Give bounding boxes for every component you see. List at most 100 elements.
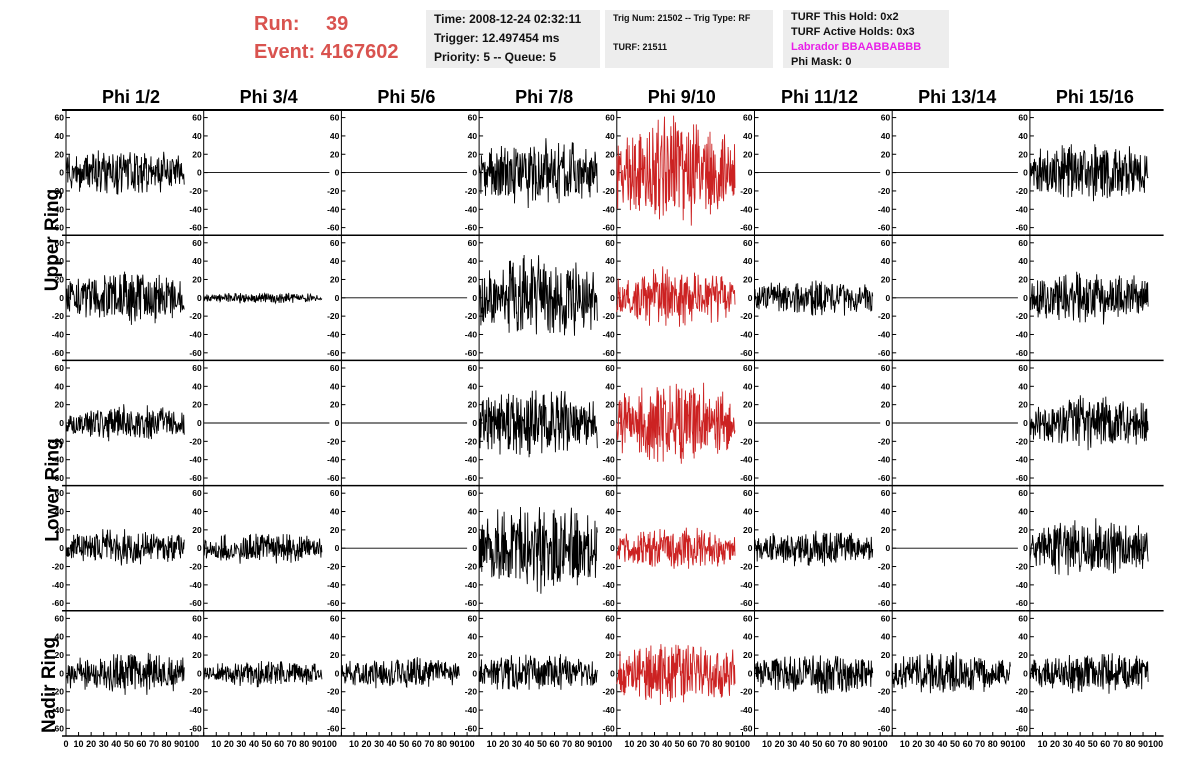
y-tick-label: 60 bbox=[881, 613, 891, 623]
x-tick-label: 50 bbox=[675, 739, 685, 749]
run-event-info: Run: 39 Event: 4167602 bbox=[254, 10, 399, 66]
x-tick-label: 90 bbox=[450, 739, 460, 749]
y-tick-label: 0 bbox=[59, 418, 64, 428]
x-tick-label: 100 bbox=[735, 739, 750, 749]
column-header-6: Phi 11/12 bbox=[780, 87, 859, 107]
y-tick-label: -60 bbox=[465, 598, 478, 608]
y-tick-label: 20 bbox=[605, 400, 615, 410]
x-tick-label: 90 bbox=[725, 739, 735, 749]
y-tick-label: -40 bbox=[327, 329, 340, 339]
y-tick-label: 0 bbox=[335, 168, 340, 178]
y-tick-label: 20 bbox=[468, 525, 478, 535]
y-tick-label: 0 bbox=[472, 168, 477, 178]
x-tick-label: 90 bbox=[587, 739, 597, 749]
y-tick-label: 20 bbox=[1018, 274, 1028, 284]
y-tick-label: 0 bbox=[335, 418, 340, 428]
x-tick-label: 100 bbox=[184, 739, 199, 749]
y-tick-label: 60 bbox=[605, 238, 615, 248]
x-tick-label: 90 bbox=[312, 739, 322, 749]
x-tick-label: 50 bbox=[124, 739, 134, 749]
waveform-trace bbox=[65, 150, 185, 195]
waveform-panel-r4-c4: 60 40 20 0 -20 -40 -60 bbox=[465, 485, 613, 612]
y-tick-label: 40 bbox=[605, 256, 615, 266]
waveform-trace bbox=[478, 390, 598, 458]
y-tick-label: 40 bbox=[468, 256, 478, 266]
y-tick-label: -20 bbox=[465, 687, 478, 697]
y-tick-label: 60 bbox=[605, 488, 615, 498]
waveform-panel-r2-c2: 60 40 20 0 -20 -40 -60 bbox=[189, 235, 338, 362]
y-tick-label: 20 bbox=[1018, 650, 1028, 660]
waveform-panel-r1-c3: 60 40 20 0 -20 -40 -60 bbox=[327, 110, 476, 236]
y-tick-label: 20 bbox=[55, 400, 65, 410]
y-tick-label: -20 bbox=[740, 687, 753, 697]
y-tick-label: -60 bbox=[52, 598, 65, 608]
waveform-panel-r4-c8: 60 40 20 0 -20 -40 -60 bbox=[1016, 485, 1164, 612]
y-tick-label: 60 bbox=[743, 363, 753, 373]
waveform-trace bbox=[65, 529, 185, 566]
y-tick-label: 40 bbox=[605, 131, 615, 141]
y-tick-label: 20 bbox=[605, 274, 615, 284]
x-tick-label: 10 bbox=[1037, 739, 1047, 749]
y-tick-label: -40 bbox=[327, 204, 340, 214]
x-tick-label: 70 bbox=[1113, 739, 1123, 749]
x-tick-label: 30 bbox=[374, 739, 384, 749]
x-tick-label: 50 bbox=[1088, 739, 1098, 749]
y-tick-label: -40 bbox=[189, 705, 202, 715]
waveform-trace bbox=[203, 533, 323, 564]
x-tick-label: 20 bbox=[912, 739, 922, 749]
x-tick-label: 30 bbox=[787, 739, 797, 749]
x-tick-label: 80 bbox=[712, 739, 722, 749]
y-tick-label: -40 bbox=[189, 204, 202, 214]
y-tick-label: 40 bbox=[330, 131, 340, 141]
y-tick-label: 20 bbox=[1018, 149, 1028, 159]
y-tick-label: 0 bbox=[197, 293, 202, 303]
y-tick-label: -60 bbox=[52, 223, 65, 233]
y-tick-label: -60 bbox=[740, 723, 753, 733]
y-tick-label: 60 bbox=[1018, 613, 1028, 623]
y-tick-label: -60 bbox=[189, 348, 202, 358]
y-tick-label: 60 bbox=[743, 113, 753, 123]
y-tick-label: 0 bbox=[197, 668, 202, 678]
y-tick-label: 60 bbox=[743, 613, 753, 623]
y-tick-label: 20 bbox=[330, 274, 340, 284]
y-tick-label: -40 bbox=[740, 204, 753, 214]
waveform-panel-r5-c1: 60 40 20 0 -20 -40 -60 bbox=[52, 610, 200, 737]
x-tick-label: 90 bbox=[1000, 739, 1010, 749]
y-tick-label: -40 bbox=[740, 705, 753, 715]
y-tick-label: 40 bbox=[743, 507, 753, 517]
y-tick-label: -60 bbox=[327, 473, 340, 483]
y-tick-label: -40 bbox=[465, 455, 478, 465]
y-tick-label: -40 bbox=[52, 455, 65, 465]
waveform-trace bbox=[616, 266, 736, 327]
y-tick-label: 60 bbox=[468, 113, 478, 123]
y-tick-label: -20 bbox=[878, 186, 891, 196]
x-tick-label: 70 bbox=[562, 739, 572, 749]
waveform-trace bbox=[203, 292, 323, 305]
x-tick-label: 70 bbox=[149, 739, 159, 749]
y-tick-label: 0 bbox=[610, 168, 615, 178]
x-tick-label: 80 bbox=[850, 739, 860, 749]
y-tick-label: 20 bbox=[192, 149, 202, 159]
y-tick-label: 20 bbox=[330, 650, 340, 660]
x-tick-label: 40 bbox=[662, 739, 672, 749]
waveform-panel-r2-c5: 60 40 20 0 -20 -40 -60 bbox=[603, 235, 751, 362]
y-tick-label: -60 bbox=[327, 723, 340, 733]
y-tick-label: 0 bbox=[748, 418, 753, 428]
y-tick-label: 40 bbox=[881, 381, 891, 391]
y-tick-label: 60 bbox=[881, 488, 891, 498]
y-tick-label: 0 bbox=[197, 543, 202, 553]
y-tick-label: 20 bbox=[743, 274, 753, 284]
y-tick-label: -40 bbox=[189, 329, 202, 339]
y-tick-label: -20 bbox=[189, 562, 202, 572]
y-tick-label: 40 bbox=[55, 131, 65, 141]
x-tick-label: 60 bbox=[136, 739, 146, 749]
y-tick-label: -60 bbox=[603, 598, 616, 608]
y-tick-label: -60 bbox=[52, 348, 65, 358]
y-tick-label: -20 bbox=[189, 687, 202, 697]
y-tick-label: 0 bbox=[335, 668, 340, 678]
waveform-trace bbox=[65, 652, 185, 695]
waveform-panel-r1-c6: 60 40 20 0 -20 -40 -60 bbox=[740, 110, 889, 236]
waveform-trace bbox=[65, 404, 185, 442]
y-tick-label: 0 bbox=[1023, 418, 1028, 428]
x-tick-label: 60 bbox=[963, 739, 973, 749]
